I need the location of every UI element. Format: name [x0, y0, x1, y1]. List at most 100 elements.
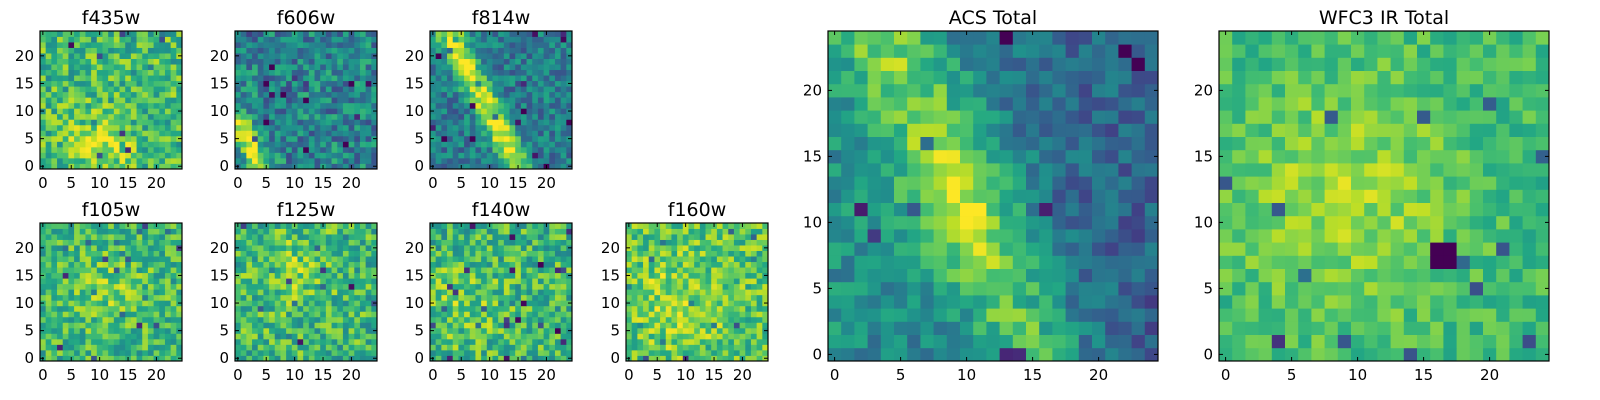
- heatmap-cell: [435, 124, 442, 131]
- heatmap-cell: [119, 333, 126, 340]
- heatmap-cell: [1078, 176, 1093, 190]
- heatmap-cell: [492, 124, 499, 131]
- heatmap-cell: [142, 239, 149, 246]
- heatmap-cell: [269, 333, 276, 340]
- heatmap-cell: [308, 300, 315, 307]
- heatmap-cell: [354, 146, 361, 153]
- heatmap-cell: [119, 119, 126, 126]
- heatmap-cell: [509, 146, 516, 153]
- heatmap-cell: [153, 157, 160, 164]
- heatmap-cell: [325, 267, 332, 274]
- heatmap-cell: [526, 327, 533, 334]
- heatmap-cell: [125, 86, 132, 93]
- heatmap-cell: [828, 321, 842, 335]
- heatmap-cell: [756, 223, 763, 229]
- heatmap-cell: [492, 300, 499, 307]
- heatmap-cell: [68, 338, 75, 345]
- y-tick-label: 20: [15, 239, 34, 257]
- heatmap-cell: [447, 327, 454, 334]
- heatmap-cell: [458, 97, 465, 104]
- heatmap-cell: [147, 256, 154, 263]
- heatmap-cell: [74, 289, 81, 296]
- heatmap-cell: [475, 58, 482, 65]
- heatmap-cell: [537, 42, 544, 48]
- heatmap-cell: [354, 256, 361, 263]
- heatmap-cell: [142, 272, 149, 279]
- heatmap-cell: [130, 36, 137, 43]
- heatmap-cell: [654, 305, 661, 312]
- heatmap-cell: [756, 294, 763, 301]
- y-tick-label: 0: [219, 349, 229, 367]
- heatmap-cell: [999, 215, 1014, 230]
- heatmap-cell: [469, 228, 476, 235]
- heatmap-cell: [509, 119, 516, 126]
- heatmap-cell: [699, 228, 706, 235]
- heatmap-cell: [108, 327, 115, 334]
- heatmap-cell: [549, 327, 556, 334]
- heatmap-cell: [503, 338, 510, 345]
- heatmap-cell: [359, 42, 367, 48]
- heatmap-cell: [130, 141, 137, 148]
- heatmap-cell: [745, 272, 752, 279]
- heatmap-cell: [1026, 229, 1040, 243]
- heatmap-cell: [716, 283, 723, 290]
- heatmap-cell: [96, 36, 103, 43]
- heatmap-cell: [108, 124, 115, 131]
- heatmap-cell: [1078, 295, 1093, 309]
- heatmap-cell: [303, 119, 310, 126]
- heatmap-cell: [733, 239, 740, 246]
- heatmap-cell: [503, 47, 510, 54]
- heatmap-cell: [45, 80, 52, 87]
- heatmap-cell: [526, 239, 533, 246]
- heatmap-cell: [464, 327, 471, 334]
- heatmap-cell: [91, 42, 98, 48]
- heatmap-cell: [337, 163, 344, 170]
- heatmap-cell: [475, 349, 482, 356]
- heatmap-cell: [348, 289, 355, 296]
- heatmap-cell: [263, 64, 270, 71]
- heatmap-cell: [125, 300, 132, 307]
- heatmap-cell: [314, 102, 321, 109]
- heatmap-cell: [688, 294, 695, 301]
- heatmap-cell: [96, 75, 103, 82]
- heatmap-cell: [711, 316, 718, 323]
- heatmap-cell: [102, 53, 109, 59]
- heatmap-cell: [554, 97, 562, 104]
- heatmap-cell: [359, 245, 367, 251]
- heatmap-cell: [108, 141, 115, 148]
- heatmap-cell: [113, 42, 120, 48]
- heatmap-cell: [337, 47, 344, 54]
- heatmap-cell: [303, 31, 310, 37]
- heatmap-cell: [164, 75, 172, 82]
- heatmap-cell: [643, 245, 650, 251]
- heatmap-cell: [854, 189, 868, 203]
- heatmap-cell: [986, 189, 1000, 203]
- heatmap-cell: [733, 311, 740, 318]
- x-tick-label: 0: [624, 366, 634, 384]
- heatmap-cell: [1052, 215, 1066, 230]
- heatmap-cell: [498, 97, 505, 104]
- heatmap-cell: [481, 344, 488, 351]
- heatmap-cell: [699, 355, 706, 362]
- heatmap-cell: [1039, 295, 1053, 309]
- heatmap-cell: [745, 349, 752, 356]
- heatmap-cell: [325, 327, 332, 334]
- heatmap-cell: [170, 124, 177, 131]
- heatmap-cell: [756, 322, 763, 329]
- heatmap-cell: [699, 261, 706, 268]
- x-tick-label: 0: [233, 174, 243, 192]
- heatmap-cell: [464, 91, 471, 98]
- heatmap-cell: [371, 97, 378, 104]
- heatmap-cell: [475, 119, 482, 126]
- heatmap-cell: [464, 267, 471, 274]
- heatmap-cell: [79, 135, 86, 142]
- heatmap-cell: [291, 102, 298, 109]
- heatmap-cell: [447, 124, 454, 131]
- heatmap-cell: [45, 47, 52, 54]
- heatmap-cell: [240, 272, 247, 279]
- heatmap-cell: [503, 108, 510, 115]
- heatmap-cell: [159, 349, 166, 356]
- heatmap-cell: [119, 31, 126, 37]
- heatmap-cell: [828, 149, 842, 164]
- heatmap-cell: [113, 130, 120, 137]
